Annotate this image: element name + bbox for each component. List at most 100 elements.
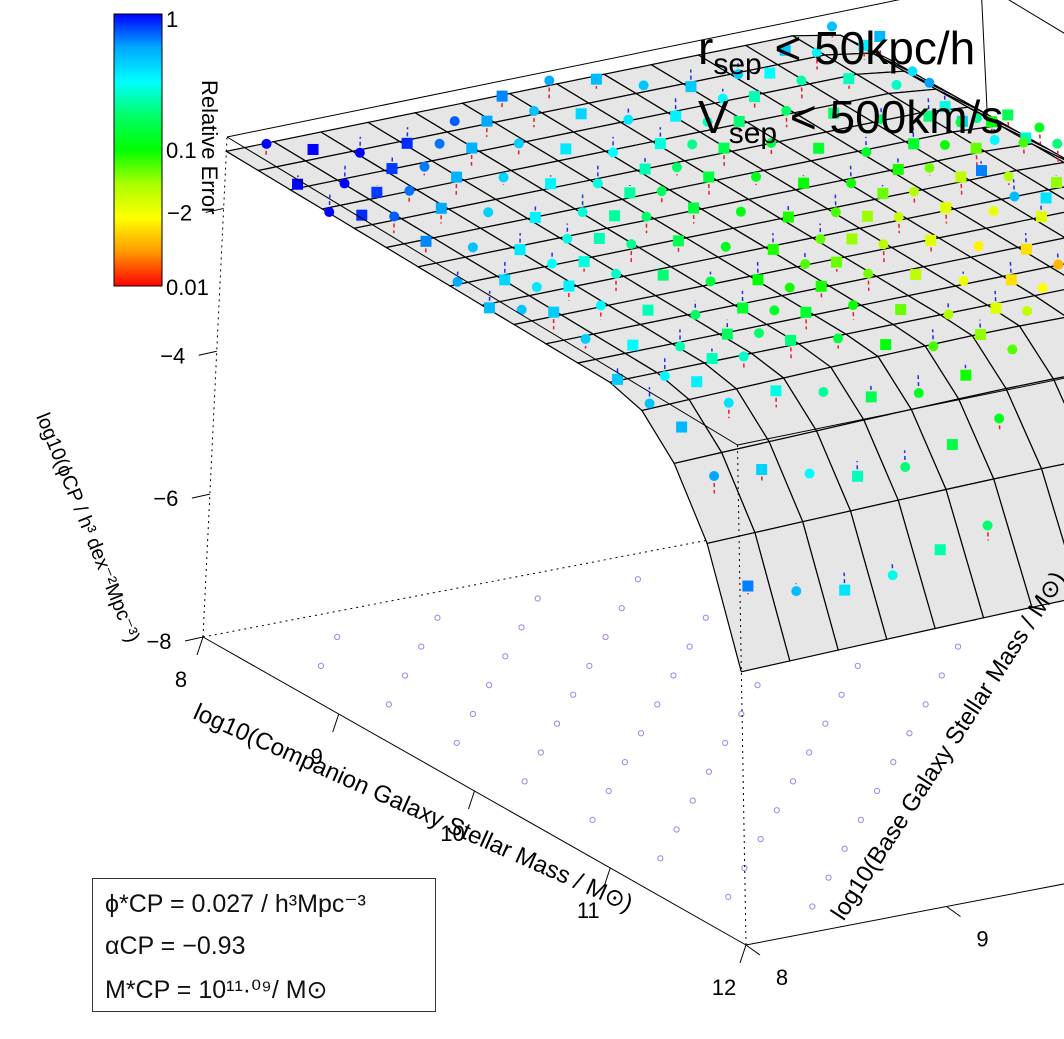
data-point-square — [499, 274, 511, 286]
floor-point — [673, 826, 680, 833]
z-tick — [198, 350, 217, 356]
data-point-square — [420, 235, 432, 247]
colorbar-tick-mid: 0.1 — [166, 138, 197, 163]
data-point-square — [960, 369, 972, 381]
data-point-circle — [973, 241, 984, 252]
data-point-square — [910, 269, 922, 281]
data-point-square — [939, 101, 951, 113]
data-point-circle — [626, 239, 637, 250]
data-point-square — [685, 81, 697, 93]
data-point-square — [843, 73, 855, 85]
data-point-circle — [769, 305, 780, 316]
data-point-circle — [529, 105, 540, 116]
data-point-circle — [723, 397, 734, 408]
floor-point — [705, 768, 713, 775]
floor-point — [621, 759, 628, 766]
data-point-square — [880, 339, 892, 351]
data-point-square — [575, 108, 587, 120]
data-point-circle — [893, 211, 904, 222]
data-point-square — [908, 138, 920, 150]
data-point-circle — [419, 161, 430, 172]
data-point-square — [1036, 211, 1048, 223]
data-point-square — [612, 373, 624, 385]
data-point-square — [861, 210, 873, 222]
data-point-circle — [971, 113, 982, 124]
data-point-circle — [687, 139, 698, 150]
selection-criteria: rsep < 50kpc/h Vsep < 500km/s — [698, 22, 1003, 160]
data-point-circle — [738, 351, 749, 362]
x-tick — [739, 944, 747, 964]
box-edge-dotted — [202, 482, 1006, 638]
data-point-circle — [261, 138, 272, 149]
floor-point — [502, 653, 509, 660]
data-point-square — [624, 187, 636, 199]
data-point-circle — [818, 387, 829, 398]
data-point-square — [545, 178, 557, 190]
data-point-square — [292, 178, 304, 190]
floor-point — [890, 759, 897, 766]
floor-point — [757, 836, 764, 843]
data-point-circle — [562, 233, 573, 244]
data-point-square — [1005, 274, 1017, 286]
floor-point — [954, 643, 962, 650]
data-point-square — [940, 202, 952, 214]
data-point-square — [742, 580, 754, 592]
data-point-circle — [958, 275, 969, 286]
vsep-line: Vsep < 500km/s — [698, 91, 1004, 151]
floor-point — [334, 633, 341, 641]
data-point-square — [563, 280, 575, 292]
data-point-circle — [800, 259, 811, 270]
data-point-circle — [943, 309, 954, 320]
floor-point — [806, 749, 813, 756]
data-point-circle — [531, 282, 542, 293]
data-point-circle — [709, 470, 720, 481]
floor-point — [537, 749, 544, 756]
floor-point — [841, 845, 848, 852]
box-edge — [745, 883, 1064, 946]
data-point-square — [970, 142, 982, 154]
floor-point — [738, 710, 745, 718]
floor-point — [657, 855, 664, 862]
data-point-circle — [659, 371, 670, 382]
floor-point — [602, 633, 609, 641]
z-axis-label: log10(ϕCP / h³ dex⁻²Mpc⁻³) — [31, 410, 143, 646]
floor-point — [754, 682, 761, 689]
data-point-circle — [434, 138, 445, 149]
data-point-square — [483, 302, 495, 314]
data-point-square — [846, 233, 858, 245]
y-tick — [946, 906, 961, 917]
floor-point — [434, 614, 441, 621]
data-point-square — [676, 421, 688, 433]
z-tick — [184, 636, 204, 642]
data-point-circle — [939, 139, 950, 150]
data-point-square — [703, 171, 715, 183]
data-point-circle — [498, 172, 509, 183]
data-point-circle — [623, 114, 634, 125]
data-point-circle — [832, 333, 843, 344]
floor-point — [689, 797, 696, 804]
data-point-square — [1020, 243, 1032, 255]
data-point-circle — [811, 47, 822, 58]
data-point-square — [975, 165, 987, 177]
data-point-circle — [705, 276, 716, 287]
data-point-square — [657, 269, 669, 281]
z-tick — [191, 493, 210, 499]
data-point-square — [627, 339, 639, 351]
data-point-circle — [909, 186, 920, 197]
data-point-square — [670, 110, 682, 122]
data-point-circle — [467, 242, 478, 253]
colorbar-title: Relative Error — [197, 80, 222, 214]
data-point-circle — [924, 162, 935, 173]
data-point-square — [721, 328, 733, 340]
data-point-square — [307, 143, 319, 155]
data-point-circle — [544, 75, 555, 86]
x-tick — [196, 636, 204, 656]
data-point-square — [1020, 132, 1032, 144]
data-point-circle — [339, 178, 350, 189]
data-point-circle — [644, 398, 655, 409]
data-point-circle — [784, 282, 795, 293]
data-point-square — [839, 584, 851, 596]
data-point-circle — [638, 80, 649, 91]
floor-point — [418, 643, 425, 650]
